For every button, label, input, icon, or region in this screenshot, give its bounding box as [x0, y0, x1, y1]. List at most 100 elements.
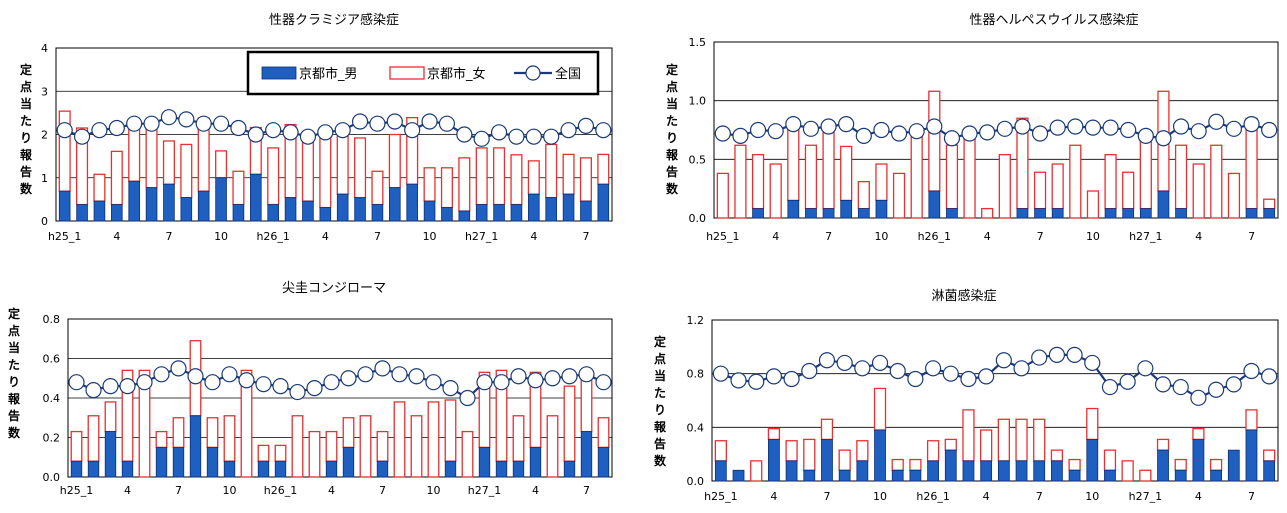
bar-male [1157, 449, 1169, 482]
bar-male [1263, 460, 1276, 482]
bar-female [444, 399, 457, 462]
bar-female [1033, 418, 1046, 462]
bar-female [997, 418, 1010, 462]
bar-male [1051, 460, 1063, 482]
national-point [1261, 121, 1278, 139]
legend-label-national: 全国 [555, 66, 581, 82]
y-tick-label: 0.4 [43, 392, 61, 405]
bar-female [546, 415, 559, 478]
bar-female [769, 163, 782, 219]
bar-male [909, 469, 922, 482]
legend-label-male: 京都市_男 [299, 66, 358, 82]
bar-male [1245, 208, 1258, 219]
bar-female [1069, 144, 1082, 219]
bar-female [1015, 418, 1028, 462]
national-point [765, 368, 783, 385]
x-tick-label: h27_1 [1129, 230, 1162, 243]
bar-female [840, 145, 853, 202]
x-tick-label: h27_1 [468, 484, 501, 497]
national-point [508, 128, 525, 145]
national-point [560, 122, 577, 139]
x-tick-label: 4 [322, 230, 329, 243]
bar-female [274, 444, 287, 462]
y-axis-label-char: 報 [20, 147, 33, 162]
bar-female [944, 438, 957, 451]
bar-female [359, 415, 372, 478]
bar-male [545, 197, 557, 222]
chart-title: 淋菌感染症 [931, 288, 996, 304]
x-tick-label: 7 [1248, 490, 1255, 503]
y-axis-label-char: 当 [8, 340, 20, 355]
x-tick-label: 10 [423, 230, 437, 243]
bar-male [1192, 439, 1205, 482]
national-point [408, 368, 425, 385]
bar-female [145, 123, 158, 189]
bar-male [495, 460, 508, 478]
bar-female [998, 153, 1011, 219]
national-point [978, 368, 995, 385]
national-point [282, 124, 299, 141]
national-point [473, 130, 490, 147]
bar-male [87, 460, 100, 478]
bar-female [1103, 449, 1117, 471]
bar-female [909, 458, 922, 471]
x-tick-label: 4 [328, 484, 335, 497]
bar-male [128, 180, 140, 222]
bar-female [1174, 144, 1188, 210]
bar-male [145, 187, 158, 222]
y-axis-label-char: 定 [654, 334, 666, 349]
national-point [748, 373, 765, 390]
y-axis-label-char: 告 [8, 408, 20, 423]
y-axis-label-char: 数 [654, 453, 667, 468]
bar-male [597, 183, 610, 222]
bar-female [301, 137, 314, 202]
national-point [1137, 360, 1154, 377]
x-tick-label: 4 [1195, 230, 1202, 243]
bar-male [155, 446, 168, 478]
bar-female [1210, 144, 1223, 219]
national-point [961, 125, 978, 142]
national-point [908, 123, 925, 140]
national-point [1208, 113, 1225, 130]
national-point [391, 366, 408, 383]
bar-female [1192, 428, 1205, 441]
bar-female [562, 153, 575, 195]
y-axis-label-char: り [654, 403, 666, 417]
bar-female [1209, 458, 1223, 471]
x-tick-label: 10 [1086, 230, 1100, 243]
bar-male [840, 199, 853, 219]
y-axis-label-char: 定 [8, 306, 20, 321]
national-point [143, 115, 160, 132]
bar-male [787, 199, 800, 219]
bar-male [805, 208, 817, 219]
national-point [493, 374, 510, 391]
y-axis-label-char: 当 [654, 368, 666, 383]
national-point [442, 380, 459, 397]
bar-female [1227, 172, 1241, 219]
national-point [490, 124, 508, 141]
national-point [178, 111, 195, 128]
legend-label-female: 京都市_女 [427, 66, 486, 82]
bar-female [223, 415, 236, 462]
legend-marker-national [525, 65, 541, 81]
national-point [926, 118, 943, 135]
bar-female [155, 430, 168, 449]
bar-female [87, 415, 100, 462]
bar-male [528, 193, 540, 222]
bar-male [223, 460, 236, 478]
x-tick-label: 7 [374, 230, 381, 243]
bar-female [308, 430, 321, 478]
national-point [907, 370, 924, 388]
bar-female [597, 153, 610, 185]
bar-male [232, 204, 245, 222]
national-point [1084, 119, 1102, 136]
bar-female [1104, 153, 1117, 210]
bar-male [1227, 449, 1240, 482]
national-point [1084, 354, 1101, 372]
bar-male [562, 193, 575, 222]
bar-male [70, 460, 83, 478]
x-tick-label: h26_1 [916, 490, 949, 503]
national-point [272, 378, 289, 395]
